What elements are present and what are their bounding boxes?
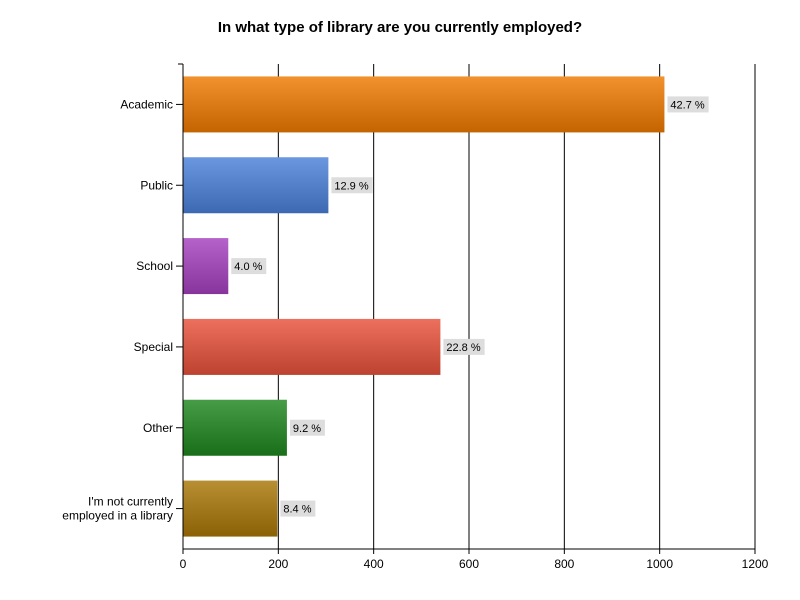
- category-label: Other: [143, 421, 173, 435]
- category-label: Public: [140, 178, 173, 192]
- category-label: Academic: [120, 97, 173, 111]
- category-label: School: [136, 259, 173, 273]
- data-label-box: [667, 96, 709, 113]
- data-label: 12.9 %: [334, 180, 368, 192]
- category-label: I'm not currently employed in a library: [62, 495, 173, 523]
- data-label-box: [289, 419, 325, 436]
- bar: [183, 76, 665, 133]
- bar: [183, 318, 441, 375]
- bar: [183, 238, 229, 295]
- x-tick-label: 800: [554, 557, 574, 571]
- x-tick-label: 600: [459, 557, 479, 571]
- data-label-box: [231, 258, 267, 275]
- category-label: Special: [134, 340, 173, 354]
- bars: [183, 76, 665, 537]
- data-label: 22.8 %: [446, 342, 480, 354]
- bar: [183, 399, 287, 456]
- labels: 0 200 400 600 800 1000 1200 Academic 42.7 % Publi…: [62, 96, 769, 571]
- data-label: 4.0 %: [234, 261, 262, 273]
- gridlines: [277, 64, 756, 549]
- axes: [176, 63, 756, 554]
- bar: [183, 480, 278, 537]
- data-label-box: [443, 338, 485, 355]
- data-label-box: [331, 177, 373, 194]
- x-tick-label: 0: [180, 557, 187, 571]
- x-tick-label: 400: [364, 557, 384, 571]
- data-label: 8.4 %: [283, 504, 311, 516]
- x-tick-label: 1000: [646, 557, 673, 571]
- x-tick-label: 200: [268, 557, 288, 571]
- data-label: 42.7 %: [670, 99, 704, 111]
- chart-title: In what type of library are you currentl…: [218, 19, 582, 36]
- data-label: 9.2 %: [293, 423, 321, 435]
- x-tick-label: 1200: [742, 557, 769, 571]
- data-label-box: [280, 500, 316, 517]
- bar: [183, 157, 329, 214]
